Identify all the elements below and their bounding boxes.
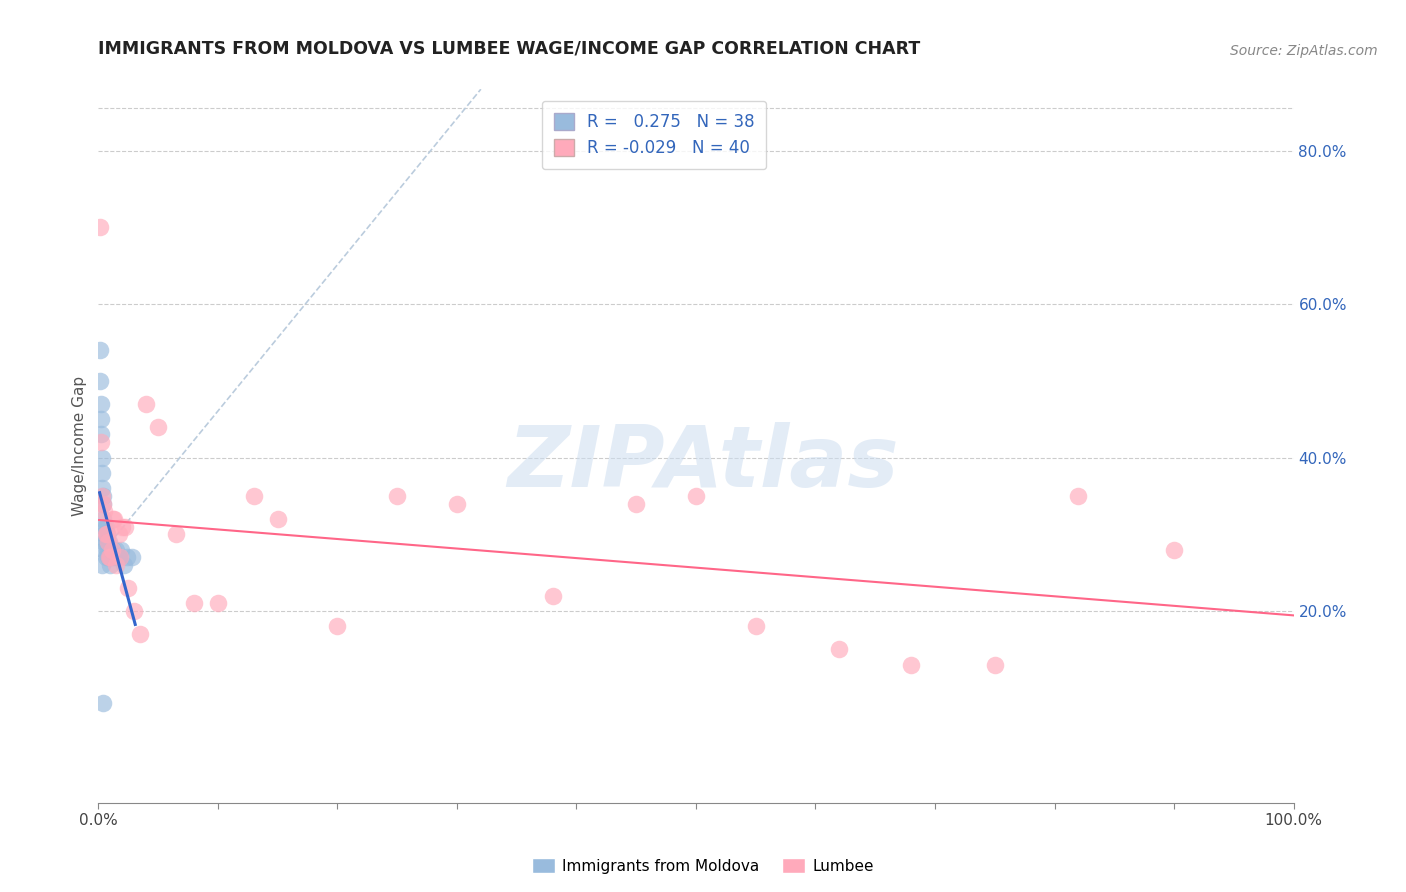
Point: [89, 343, 111, 357]
Point: [446, 497, 468, 511]
Point: [900, 657, 922, 672]
Point: [541, 589, 564, 603]
Point: [97, 550, 120, 565]
Point: [94, 519, 117, 533]
Point: [385, 489, 409, 503]
Point: [91, 481, 114, 495]
Point: [110, 542, 132, 557]
Point: [103, 512, 125, 526]
Point: [111, 519, 134, 533]
Point: [98, 558, 122, 572]
Point: [101, 512, 124, 526]
Point: [91, 489, 114, 503]
Point: [1163, 542, 1185, 557]
Y-axis label: Wage/Income Gap: Wage/Income Gap: [72, 376, 87, 516]
Point: [107, 527, 129, 541]
Point: [98, 550, 122, 565]
Point: [91, 512, 114, 526]
Point: [101, 542, 124, 557]
Point: [96, 542, 118, 557]
Point: [90, 435, 112, 450]
Point: [98, 550, 121, 565]
Point: [90, 427, 112, 442]
Point: [135, 397, 157, 411]
Point: [148, 419, 170, 434]
Point: [105, 542, 128, 557]
Point: [96, 535, 118, 549]
Point: [94, 527, 117, 541]
Point: [100, 542, 122, 557]
Point: [98, 550, 121, 565]
Point: [91, 466, 114, 480]
Point: [117, 581, 139, 595]
Point: [93, 504, 115, 518]
Point: [626, 497, 648, 511]
Point: [129, 627, 152, 641]
Point: [745, 619, 768, 633]
Point: [91, 450, 114, 465]
Point: [91, 497, 114, 511]
Text: ZIPAtlas: ZIPAtlas: [508, 422, 898, 506]
Legend: Immigrants from Moldova, Lumbee: Immigrants from Moldova, Lumbee: [526, 852, 880, 880]
Point: [98, 550, 122, 565]
Point: [267, 512, 290, 526]
Point: [93, 535, 115, 549]
Point: [93, 542, 115, 557]
Point: [183, 596, 205, 610]
Point: [326, 619, 349, 633]
Legend: R =   0.275   N = 38, R = -0.029   N = 40: R = 0.275 N = 38, R = -0.029 N = 40: [541, 101, 766, 169]
Point: [107, 550, 129, 565]
Point: [1067, 489, 1090, 503]
Point: [121, 550, 143, 565]
Point: [93, 527, 115, 541]
Point: [89, 374, 111, 388]
Point: [90, 397, 112, 411]
Point: [112, 558, 135, 572]
Point: [96, 527, 118, 541]
Point: [91, 497, 114, 511]
Point: [828, 642, 851, 657]
Point: [96, 527, 118, 541]
Point: [104, 550, 127, 565]
Point: [93, 519, 115, 533]
Point: [94, 550, 117, 565]
Point: [124, 604, 146, 618]
Text: Source: ZipAtlas.com: Source: ZipAtlas.com: [1230, 44, 1378, 58]
Point: [94, 535, 117, 549]
Point: [100, 550, 122, 565]
Point: [91, 696, 114, 710]
Point: [91, 558, 114, 572]
Point: [243, 489, 266, 503]
Point: [108, 550, 131, 565]
Point: [90, 412, 112, 426]
Point: [105, 558, 128, 572]
Point: [91, 489, 114, 503]
Point: [984, 657, 1007, 672]
Point: [114, 519, 136, 533]
Point: [97, 535, 120, 549]
Point: [97, 542, 120, 557]
Text: IMMIGRANTS FROM MOLDOVA VS LUMBEE WAGE/INCOME GAP CORRELATION CHART: IMMIGRANTS FROM MOLDOVA VS LUMBEE WAGE/I…: [98, 40, 921, 58]
Point: [98, 535, 121, 549]
Point: [685, 489, 707, 503]
Point: [207, 596, 229, 610]
Point: [115, 550, 138, 565]
Point: [89, 220, 111, 235]
Point: [165, 527, 187, 541]
